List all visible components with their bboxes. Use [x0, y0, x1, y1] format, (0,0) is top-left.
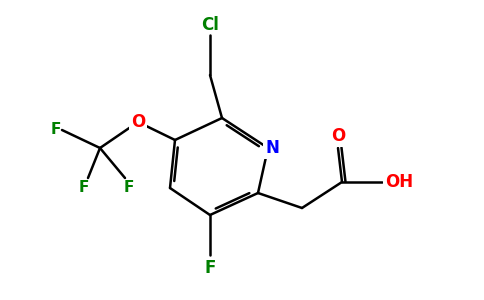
Text: O: O	[331, 127, 345, 145]
Text: F: F	[79, 180, 89, 195]
Text: Cl: Cl	[201, 16, 219, 34]
Text: O: O	[131, 113, 145, 131]
Text: F: F	[51, 122, 61, 137]
Text: F: F	[204, 259, 216, 277]
Text: OH: OH	[385, 173, 413, 191]
Text: N: N	[265, 139, 279, 157]
Text: F: F	[124, 180, 134, 195]
